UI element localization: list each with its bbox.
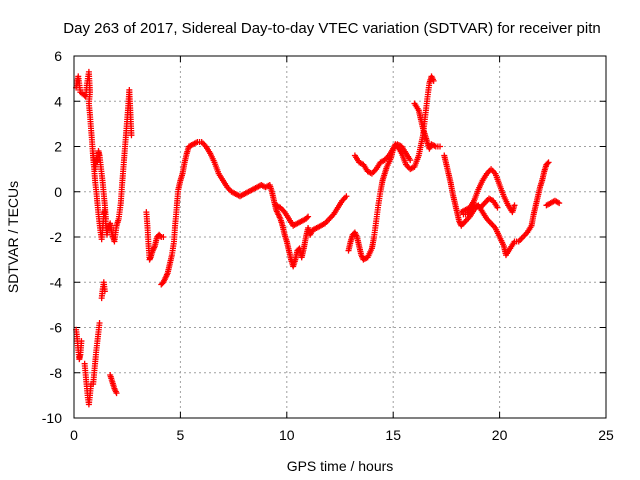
data-point: [304, 214, 311, 221]
series-segment: [73, 68, 135, 245]
x-tick-label: 25: [598, 427, 614, 443]
x-axis-label: GPS time / hours: [287, 458, 394, 474]
data-point: [437, 143, 444, 150]
tick-layer: -10 -8 -6 -4 -2 0 2 4 6 0 5 10 15 20 25: [42, 48, 614, 443]
x-tick-label: 10: [279, 427, 295, 443]
y-tick-label: 0: [54, 184, 62, 200]
data-point: [128, 132, 135, 139]
series-segment: [458, 166, 518, 216]
series-segment: [158, 138, 350, 288]
data-point: [96, 319, 103, 326]
y-tick-label: -2: [50, 229, 63, 245]
series-segment: [543, 197, 563, 209]
data-point: [102, 215, 109, 222]
y-tick-label: -10: [42, 410, 62, 426]
series-segment: [345, 73, 437, 263]
series-segment: [441, 152, 552, 259]
series-segment: [73, 326, 85, 363]
series-segment: [143, 209, 167, 263]
series-segment: [460, 195, 501, 218]
data-point: [511, 202, 518, 209]
series-segment: [351, 141, 414, 177]
series-segment: [90, 148, 109, 222]
data-point: [113, 390, 120, 397]
data-point: [407, 157, 414, 164]
y-tick-label: -4: [50, 274, 63, 290]
y-tick-label: 4: [54, 93, 62, 109]
data-point: [78, 338, 85, 345]
x-tick-label: 0: [70, 427, 78, 443]
data-point: [545, 159, 552, 166]
data-point: [101, 288, 108, 295]
data-point: [343, 193, 350, 200]
data-point: [494, 204, 501, 211]
data-point: [305, 213, 312, 220]
plot-frame: [73, 55, 607, 419]
series-segment: [81, 319, 103, 408]
y-tick-label: -6: [50, 320, 63, 336]
y-tick-label: -8: [50, 365, 63, 381]
data-marks: [73, 68, 563, 408]
series-sdtvar: [73, 68, 563, 408]
data-point: [556, 200, 563, 207]
x-tick-label: 15: [385, 427, 401, 443]
series-segment: [273, 202, 312, 229]
series-segment: [98, 279, 108, 302]
series-segment: [411, 100, 444, 152]
x-tick-label: 5: [177, 427, 185, 443]
data-point: [544, 160, 551, 167]
y-tick-label: 6: [54, 48, 62, 64]
y-axis-label: SDTVAR / TECUs: [5, 181, 21, 293]
series-segment: [107, 372, 120, 397]
data-point: [81, 92, 88, 99]
data-point: [430, 77, 437, 84]
grid-layer: [74, 56, 606, 418]
chart-title: Day 263 of 2017, Sidereal Day-to-day VTE…: [63, 20, 600, 37]
data-point: [157, 232, 164, 239]
x-tick-label: 20: [492, 427, 508, 443]
y-tick-label: 2: [54, 139, 62, 155]
data-point: [160, 234, 167, 240]
